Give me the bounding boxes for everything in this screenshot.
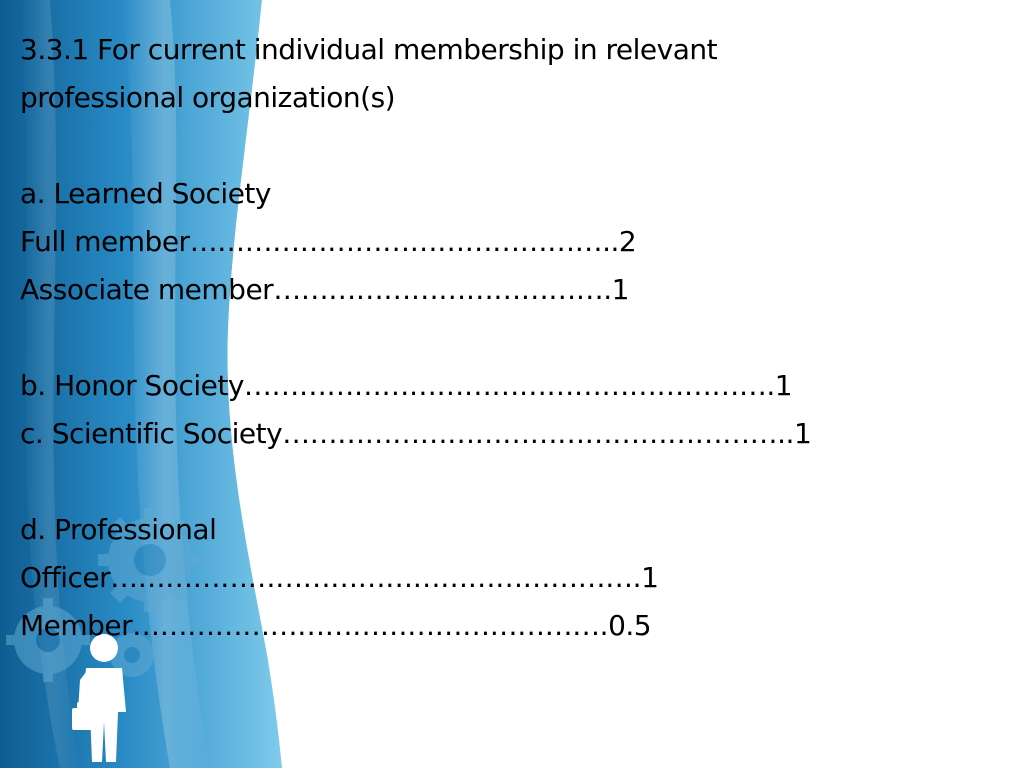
heading-line-1: 3.3.1 For current individual membership … — [20, 33, 718, 66]
light-streak-2 — [20, 0, 80, 768]
associate-member-item: Associate member……………………………….1 — [20, 273, 629, 306]
slide-content: 3.3.1 For current individual membership … — [20, 26, 1000, 650]
light-streak — [120, 0, 210, 768]
spacer — [20, 122, 1000, 170]
honor-society-item: b. Honor Society………………………………………………….1 — [20, 369, 793, 402]
officer-item: Officer………………………………………………….1 — [20, 561, 659, 594]
wave-edge — [227, 0, 300, 768]
businessman-with-briefcase-icon — [72, 634, 126, 762]
learned-society-heading: a. Learned Society — [20, 177, 271, 210]
spacer — [20, 458, 1000, 506]
heading-line-2: professional organization(s) — [20, 81, 396, 114]
scientific-society-item: c. Scientific Society……………………………………………….… — [20, 417, 812, 450]
full-member-item: Full member………………………………………..2 — [20, 225, 637, 258]
spacer — [20, 314, 1000, 362]
member-item: Member…………………………………………….0.5 — [20, 609, 652, 642]
professional-heading: d. Professional — [20, 513, 217, 546]
